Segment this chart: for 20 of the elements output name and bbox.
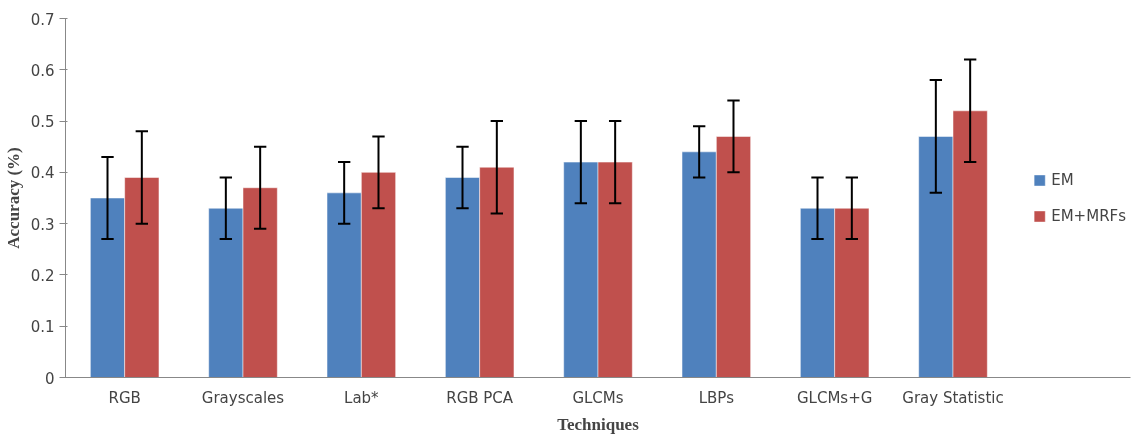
x-tick-label: Grayscales [201,388,285,407]
y-tick-label: 0.2 [30,266,55,285]
legend-label: EM+MRFs [1051,206,1126,225]
x-tick-label: RGB [108,388,141,407]
x-tick-label: Lab* [344,388,380,407]
legend-label: EM [1051,170,1074,189]
x-tick-label: RGB PCA [446,388,514,407]
x-tick-label: GLCMs [572,388,624,407]
x-tick-label: Gray Statistic [902,388,1004,407]
y-tick-label: 0.6 [30,61,55,80]
y-tick-label: 0.1 [30,318,55,337]
y-tick-label: 0.7 [30,10,55,29]
y-axis-title: Accuracy (%) [3,147,23,249]
y-tick-label: 0 [44,369,55,388]
y-tick-label: 0.5 [30,113,55,132]
x-tick-label: LBPs [698,388,735,407]
x-axis-title: Techniques [557,414,640,434]
y-tick-label: 0.3 [30,215,55,234]
y-tick-label: 0.4 [30,164,55,183]
x-tick-label: GLCMs+G [796,388,873,407]
